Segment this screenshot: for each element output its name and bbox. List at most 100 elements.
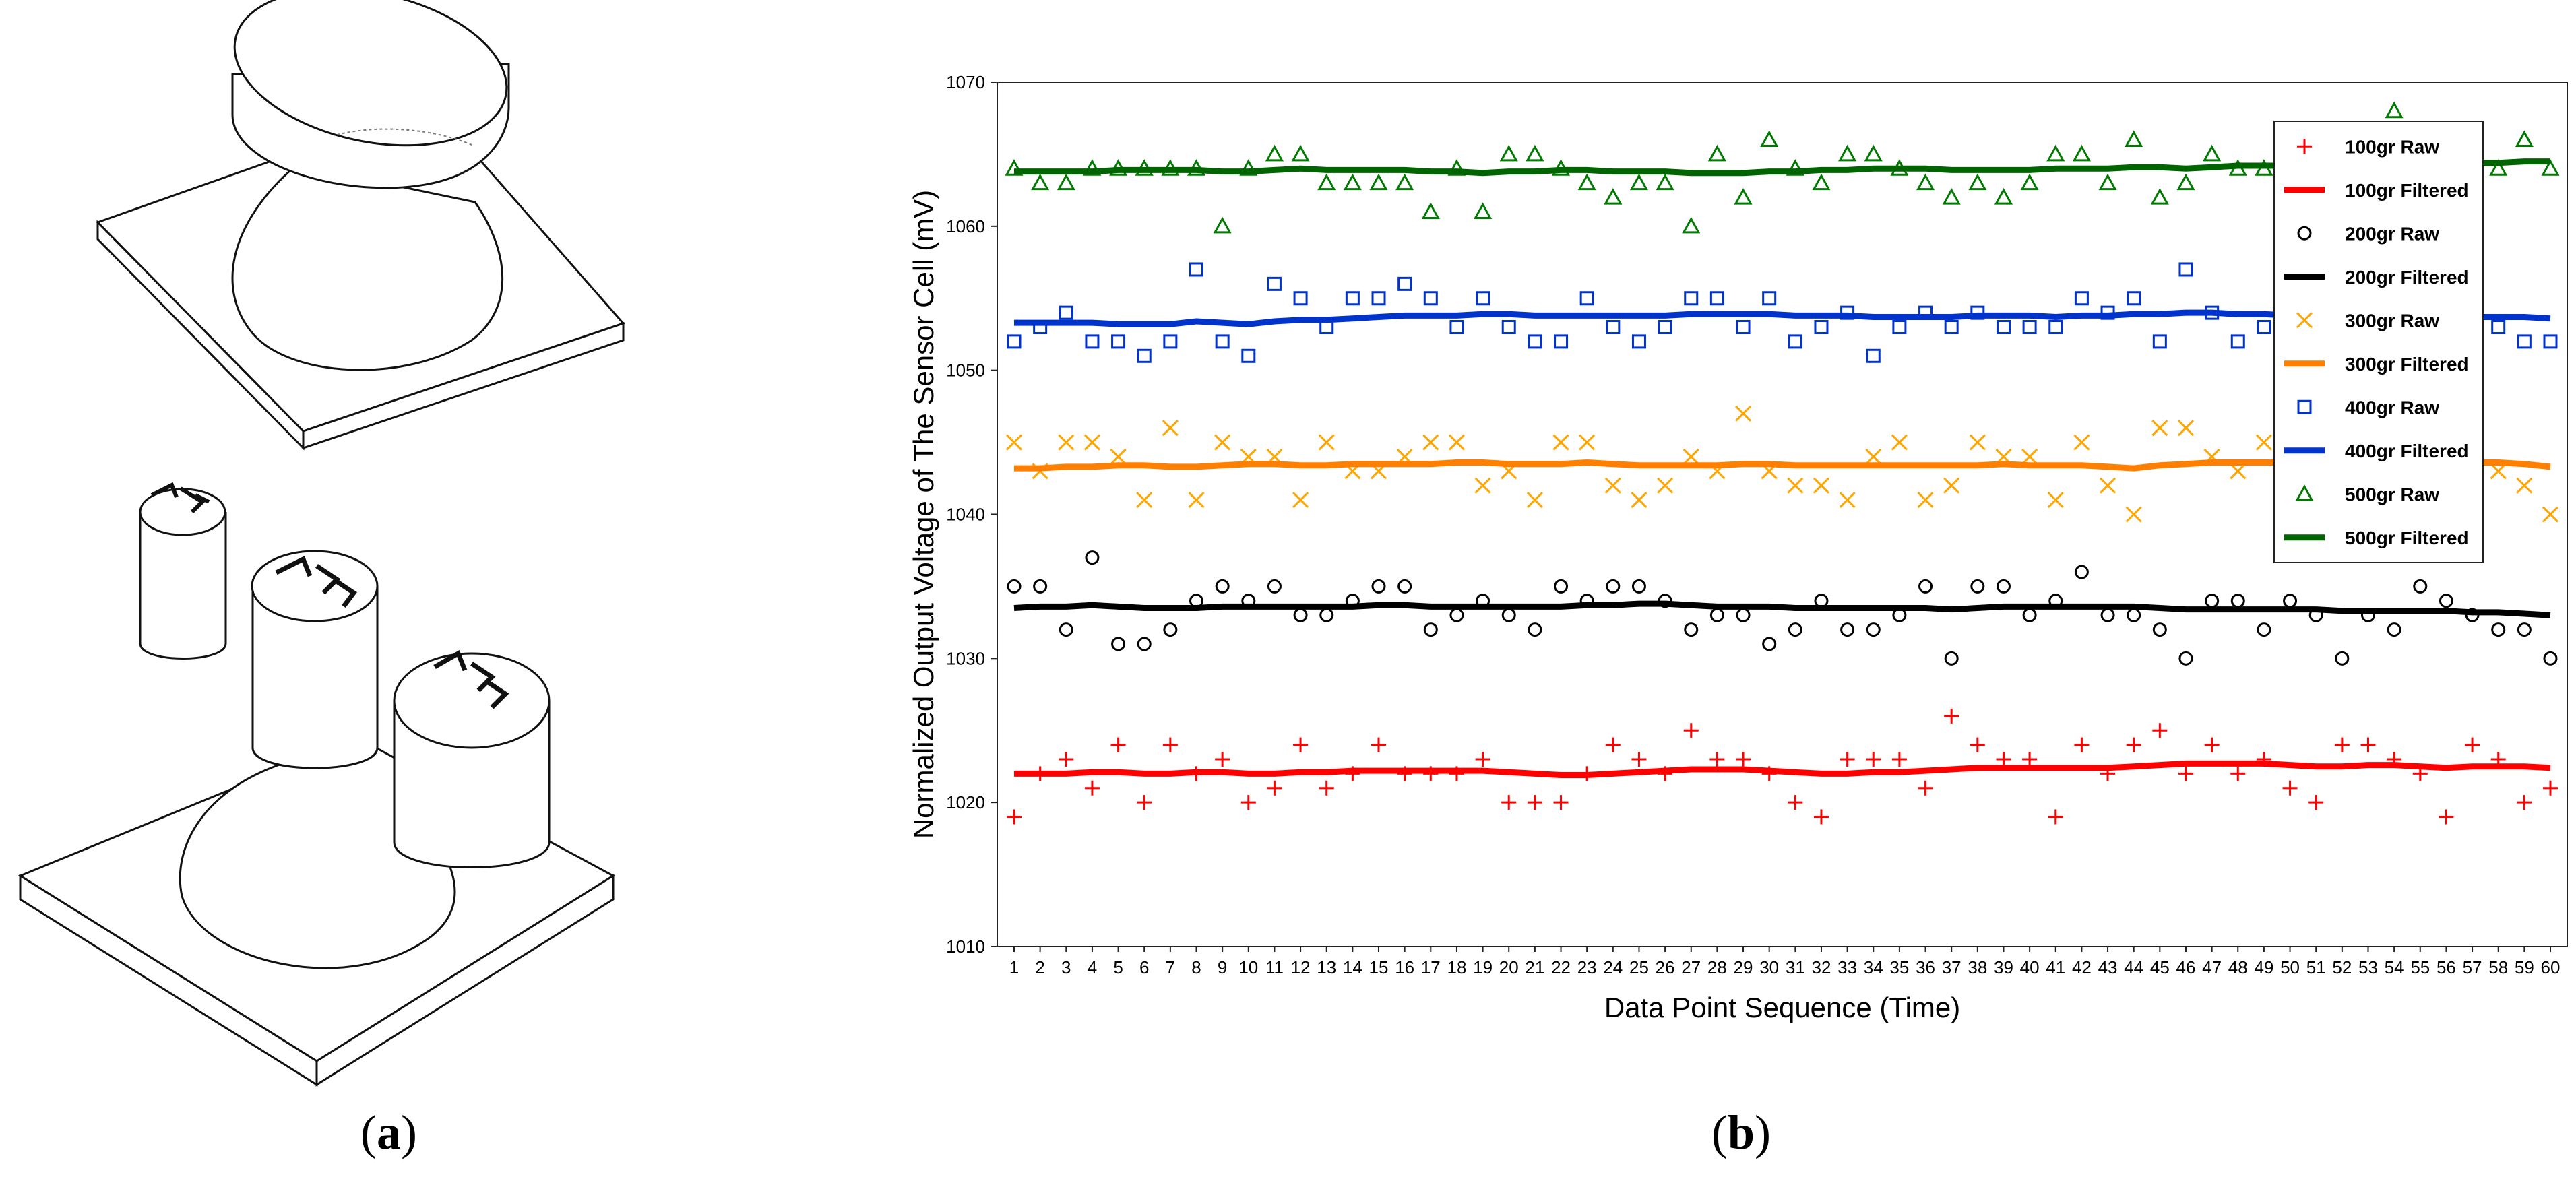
- point-100gr-raw: [1736, 752, 1751, 767]
- point-200gr-raw: [1085, 550, 1100, 565]
- point-200gr-raw: [2230, 594, 2245, 608]
- point-300gr-raw: [2438, 448, 2455, 466]
- legend-swatch: [2295, 484, 2314, 501]
- right-weight-engraving: [433, 649, 509, 709]
- point-300gr-raw: [1292, 492, 1309, 509]
- point-100gr-raw: [2282, 780, 2298, 796]
- x-tick-label: 17: [1421, 957, 1441, 978]
- top-lid-surface: [233, 0, 508, 147]
- series-line-100gr-filtered: [1014, 760, 2551, 778]
- legend-entry: 200gr Filtered: [2345, 267, 2469, 288]
- x-tick-label: 44: [2124, 957, 2143, 978]
- point-400gr-raw: [1215, 334, 1230, 349]
- legend-entry: 100gr Raw: [2345, 136, 2439, 157]
- point-300gr-raw: [2021, 448, 2038, 466]
- point-500gr-raw: [2358, 159, 2378, 176]
- point-400gr-raw: [1111, 334, 1126, 349]
- x-tick-label: 53: [2358, 957, 2378, 978]
- point-200gr-raw: [1840, 622, 1855, 637]
- point-500gr-raw: [1031, 173, 1050, 191]
- legend-entry: 400gr Filtered: [2345, 441, 2469, 461]
- point-400gr-raw: [1554, 334, 1569, 349]
- point-400gr-raw: [2127, 291, 2141, 306]
- point-400gr-raw: [1918, 305, 1933, 320]
- point-200gr-raw: [1866, 622, 1881, 637]
- point-300gr-raw: [1136, 492, 1153, 509]
- x-tick-label: 59: [2515, 957, 2534, 978]
- small-weight: [139, 482, 227, 660]
- x-tick-label: 31: [1786, 957, 1805, 978]
- point-100gr-raw: [1475, 752, 1490, 767]
- point-200gr-raw: [1684, 622, 1699, 637]
- x-tick-label: 42: [2072, 957, 2092, 978]
- point-200gr-raw: [1814, 594, 1829, 608]
- point-500gr-raw: [1135, 159, 1154, 176]
- point-500gr-raw: [1682, 216, 1701, 234]
- point-100gr-raw: [2022, 752, 2038, 767]
- point-400gr-raw: [1137, 348, 1152, 363]
- x-tick-label: 10: [1238, 957, 1258, 978]
- point-200gr-raw: [1970, 579, 1985, 594]
- legend-swatch: [2297, 139, 2312, 154]
- point-400gr-raw: [1033, 320, 1048, 335]
- point-100gr-raw: [2126, 737, 2141, 752]
- point-500gr-raw: [1317, 173, 1336, 191]
- point-300gr-raw: [1969, 434, 1986, 451]
- series-line-400gr-filtered: [1014, 309, 2551, 327]
- point-300gr-raw: [1448, 434, 1466, 451]
- legend-entry: 300gr Raw: [2345, 310, 2439, 331]
- x-tick-label: 22: [1551, 957, 1571, 978]
- point-500gr-raw: [2125, 130, 2143, 148]
- point-400gr-raw: [2335, 320, 2350, 335]
- point-300gr-raw: [1214, 434, 1231, 451]
- x-tick-label: 3: [1061, 957, 1071, 978]
- point-500gr-raw: [1890, 159, 1909, 176]
- point-300gr-raw: [1917, 492, 1934, 509]
- x-tick-label: 19: [1473, 957, 1493, 978]
- point-400gr-raw: [2465, 320, 2480, 335]
- point-300gr-raw: [2464, 463, 2481, 480]
- x-tick-label: 26: [1656, 957, 1675, 978]
- x-tick-label: 16: [1395, 957, 1414, 978]
- point-100gr-raw: [2334, 737, 2350, 752]
- point-300gr-raw: [2230, 463, 2247, 480]
- point-500gr-raw: [1994, 187, 2013, 205]
- point-300gr-raw: [1891, 434, 1908, 451]
- x-tick-label: 58: [2488, 957, 2508, 978]
- point-100gr-raw: [2439, 809, 2454, 825]
- point-400gr-raw: [2491, 320, 2506, 335]
- point-200gr-raw: [1111, 637, 1126, 651]
- point-500gr-raw: [1213, 216, 1232, 234]
- point-300gr-raw: [1266, 448, 1283, 466]
- x-tick-label: 32: [1812, 957, 1831, 978]
- x-tick-label: 37: [1942, 957, 1961, 978]
- series-line-500gr-filtered: [1014, 158, 2550, 177]
- x-tick-label: 1: [1009, 957, 1019, 978]
- point-200gr-raw: [2257, 622, 2271, 637]
- x-tick-label: 8: [1191, 957, 1201, 978]
- point-400gr-raw: [2517, 334, 2532, 349]
- point-300gr-raw: [1787, 477, 1804, 494]
- point-500gr-raw: [2515, 130, 2534, 148]
- point-400gr-raw: [2022, 320, 2037, 335]
- point-300gr-raw: [2412, 448, 2428, 466]
- point-500gr-raw: [1343, 173, 1362, 191]
- point-200gr-raw: [1554, 579, 1569, 594]
- point-500gr-raw: [1604, 187, 1623, 205]
- point-400gr-raw: [1631, 334, 1646, 349]
- point-100gr-raw: [1345, 766, 1360, 781]
- point-100gr-raw: [1084, 780, 1100, 796]
- point-200gr-raw: [1215, 579, 1230, 594]
- point-200gr-raw: [1709, 608, 1724, 622]
- point-500gr-raw: [2437, 159, 2455, 176]
- point-300gr-raw: [1474, 477, 1491, 494]
- point-200gr-raw: [1579, 594, 1594, 608]
- point-100gr-raw: [2387, 752, 2402, 767]
- point-300gr-raw: [2047, 492, 2064, 509]
- point-300gr-raw: [2177, 420, 2195, 437]
- point-100gr-raw: [1162, 737, 1178, 752]
- point-200gr-raw: [1736, 608, 1751, 622]
- point-200gr-raw: [2048, 594, 2063, 608]
- point-200gr-raw: [2517, 622, 2532, 637]
- point-500gr-raw: [1786, 159, 1804, 176]
